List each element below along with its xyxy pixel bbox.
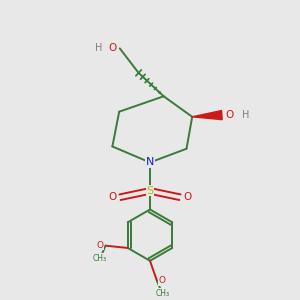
- Text: O: O: [159, 276, 166, 285]
- Text: O: O: [184, 192, 192, 202]
- Text: S: S: [146, 186, 154, 196]
- Text: H: H: [95, 44, 103, 53]
- Text: H: H: [242, 110, 250, 120]
- Text: O: O: [108, 192, 116, 202]
- Text: O: O: [109, 44, 117, 53]
- Text: O: O: [226, 110, 234, 120]
- Text: O: O: [97, 241, 104, 250]
- Polygon shape: [192, 111, 222, 120]
- Text: CH₃: CH₃: [93, 254, 107, 263]
- Text: CH₃: CH₃: [156, 290, 170, 298]
- Text: N: N: [146, 158, 154, 167]
